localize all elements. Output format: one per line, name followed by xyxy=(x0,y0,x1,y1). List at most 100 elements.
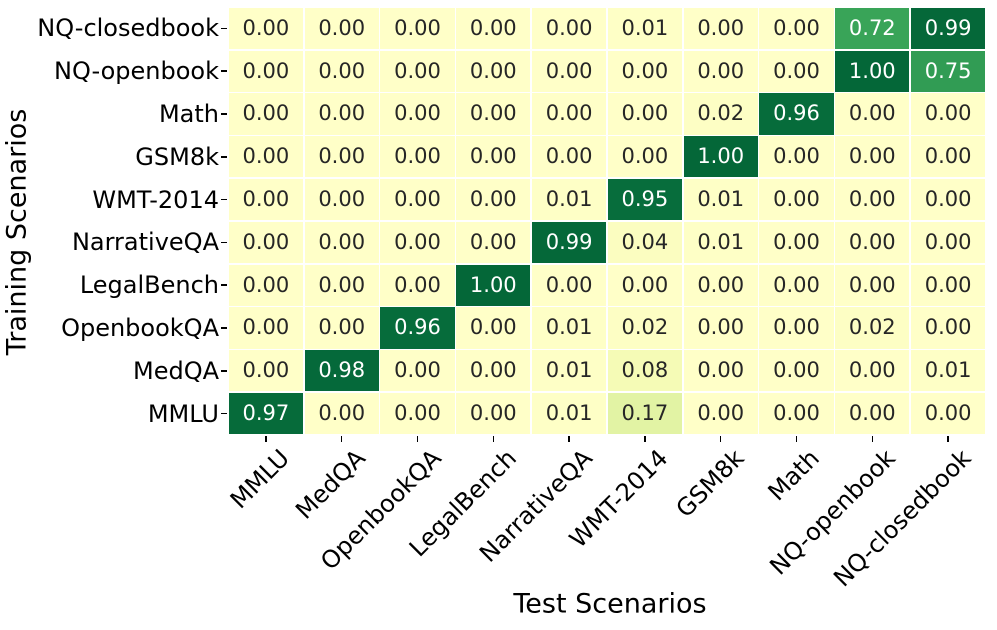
heatmap-cell: 0.00 xyxy=(228,307,304,349)
heatmap-cell: 0.00 xyxy=(910,264,986,306)
heatmap-cell: 0.00 xyxy=(456,136,531,178)
heatmap-cell: 0.00 xyxy=(910,392,986,435)
heatmap-cell: 0.00 xyxy=(304,50,379,92)
heatmap-cell: 0.00 xyxy=(607,136,683,178)
heatmap-cell: 0.00 xyxy=(759,50,834,92)
heatmap-cell: 0.01 xyxy=(531,350,607,392)
y-tick-mark xyxy=(221,241,227,244)
y-tick-label: LegalBench xyxy=(79,271,219,300)
heatmap-cell: 0.00 xyxy=(304,136,379,178)
y-tick-label: GSM8k xyxy=(135,142,219,171)
heatmap-cell: 0.00 xyxy=(759,350,834,392)
heatmap-cell: 0.00 xyxy=(835,136,910,178)
heatmap-cell: 0.02 xyxy=(683,93,758,135)
heatmap-cell: 0.99 xyxy=(910,7,986,50)
heatmap-cell: 0.00 xyxy=(835,221,910,264)
heatmap-cell: 0.00 xyxy=(531,136,607,178)
y-tick-label: NarrativeQA xyxy=(71,228,219,257)
heatmap-cell: 0.00 xyxy=(759,178,834,221)
heatmap-cell: 0.00 xyxy=(228,264,304,306)
heatmap-cell: 0.00 xyxy=(607,93,683,135)
heatmap-cell: 0.00 xyxy=(910,307,986,349)
heatmap-cell: 0.00 xyxy=(380,392,455,435)
x-tick-label: GSM8k xyxy=(670,444,750,523)
heatmap-cell: 0.00 xyxy=(759,264,834,306)
heatmap-cell: 0.00 xyxy=(228,350,304,392)
heatmap-cell: 0.96 xyxy=(759,93,834,135)
x-tick-mark xyxy=(719,436,722,442)
heatmap-cell: 0.00 xyxy=(835,350,910,392)
heatmap-cell: 0.17 xyxy=(607,392,683,435)
x-tick-mark xyxy=(947,436,949,442)
heatmap-cell: 0.00 xyxy=(759,7,834,50)
y-tick-mark xyxy=(221,70,227,72)
heatmap-cell: 0.00 xyxy=(456,178,531,221)
y-tick-label: NQ-openbook xyxy=(53,57,219,86)
x-tick-label: MMLU xyxy=(224,444,295,515)
heatmap-cell: 0.00 xyxy=(835,264,910,306)
y-tick-mark xyxy=(221,113,227,115)
heatmap-cell: 1.00 xyxy=(683,136,758,178)
heatmap-cell: 0.00 xyxy=(683,350,758,392)
y-tick-mark xyxy=(221,27,227,30)
y-tick-label: WMT-2014 xyxy=(92,185,219,214)
heatmap-cell: 0.00 xyxy=(228,178,304,221)
heatmap-cell: 0.00 xyxy=(228,93,304,135)
heatmap-cell: 0.72 xyxy=(835,7,910,50)
heatmap-cell: 0.00 xyxy=(910,93,986,135)
y-tick-mark xyxy=(221,156,227,158)
heatmap-cell: 0.00 xyxy=(910,178,986,221)
x-tick-mark xyxy=(795,436,798,442)
heatmap-cell: 0.00 xyxy=(228,7,304,50)
heatmap-cell: 0.02 xyxy=(607,307,683,349)
heatmap-cell: 0.00 xyxy=(683,50,758,92)
x-tick-mark xyxy=(416,436,419,442)
heatmap-cell: 0.00 xyxy=(835,178,910,221)
heatmap-cell: 0.00 xyxy=(380,136,455,178)
heatmap-cell: 0.00 xyxy=(380,50,455,92)
heatmap-cell: 0.00 xyxy=(380,93,455,135)
heatmap-cell: 0.04 xyxy=(607,221,683,264)
heatmap-cell: 0.00 xyxy=(380,178,455,221)
heatmap-cell: 0.00 xyxy=(910,136,986,178)
y-tick-label: MMLU xyxy=(147,399,219,428)
heatmap-cell: 0.00 xyxy=(228,221,304,264)
heatmap-cell: 0.00 xyxy=(380,350,455,392)
heatmap-cell: 0.00 xyxy=(683,7,758,50)
x-tick-label: NQ-closedbook xyxy=(828,444,977,593)
heatmap-cell: 0.00 xyxy=(835,93,910,135)
heatmap-cell: 0.96 xyxy=(380,307,455,349)
heatmap-cell: 0.01 xyxy=(683,178,758,221)
y-axis-title: Training Scenarios xyxy=(1,108,33,356)
heatmap-cell: 0.00 xyxy=(835,392,910,435)
x-tick-mark xyxy=(644,436,646,442)
heatmap-cell: 0.00 xyxy=(456,221,531,264)
heatmap-cell: 1.00 xyxy=(456,264,531,306)
heatmap-cell: 0.00 xyxy=(683,264,758,306)
heatmap-cell: 0.00 xyxy=(304,392,379,435)
y-tick-mark xyxy=(221,370,227,372)
heatmap-cell: 0.01 xyxy=(683,221,758,264)
heatmap-cell: 0.00 xyxy=(304,307,379,349)
x-axis-title: Test Scenarios xyxy=(513,588,707,620)
heatmap-cell: 0.00 xyxy=(304,221,379,264)
heatmap-cell: 0.01 xyxy=(531,307,607,349)
heatmap-cell: 0.00 xyxy=(380,221,455,264)
heatmap-cell: 0.97 xyxy=(228,392,304,435)
x-tick-mark xyxy=(340,436,343,442)
heatmap-cell: 0.00 xyxy=(380,264,455,306)
y-tick-label: OpenbookQA xyxy=(61,314,219,342)
heatmap-cell: 0.00 xyxy=(759,136,834,178)
heatmap-cell: 0.00 xyxy=(456,50,531,92)
heatmap-cell: 0.75 xyxy=(910,50,986,92)
heatmap-cell: 0.00 xyxy=(683,307,758,349)
heatmap-cell: 0.98 xyxy=(304,350,379,392)
heatmap-cell: 0.00 xyxy=(759,392,834,435)
y-tick-label: MedQA xyxy=(132,356,219,385)
heatmap-cell: 0.00 xyxy=(607,50,683,92)
heatmap-cell: 0.00 xyxy=(456,350,531,392)
heatmap-cell: 0.00 xyxy=(456,7,531,50)
heatmap-cell: 0.00 xyxy=(531,7,607,50)
heatmap-cell: 0.00 xyxy=(456,307,531,349)
